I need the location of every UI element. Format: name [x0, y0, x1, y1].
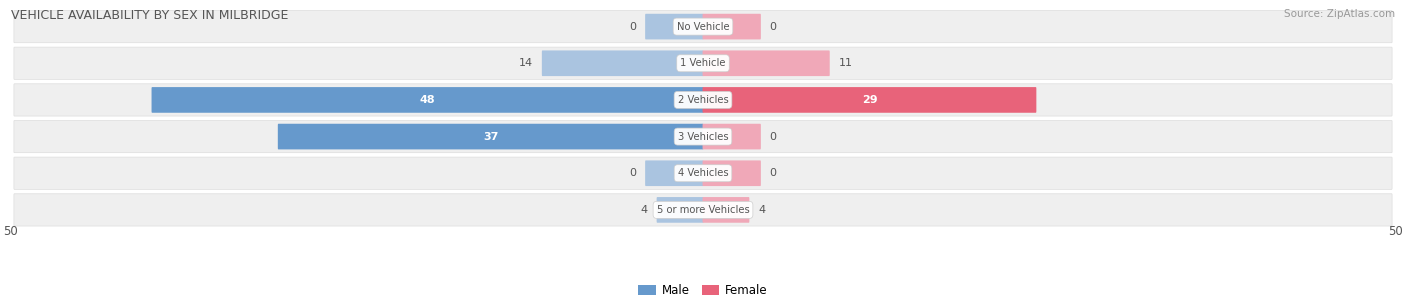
FancyBboxPatch shape [703, 87, 1036, 113]
Text: 29: 29 [862, 95, 877, 105]
Text: Source: ZipAtlas.com: Source: ZipAtlas.com [1284, 9, 1395, 19]
Text: 1 Vehicle: 1 Vehicle [681, 58, 725, 68]
FancyBboxPatch shape [645, 160, 703, 186]
Text: 0: 0 [630, 168, 637, 178]
FancyBboxPatch shape [703, 50, 830, 76]
FancyBboxPatch shape [703, 124, 761, 149]
Text: 0: 0 [769, 168, 776, 178]
Text: 5 or more Vehicles: 5 or more Vehicles [657, 205, 749, 215]
Text: No Vehicle: No Vehicle [676, 22, 730, 32]
Text: 37: 37 [482, 132, 498, 142]
Legend: Male, Female: Male, Female [634, 279, 772, 302]
Text: 4: 4 [758, 205, 765, 215]
Text: 2 Vehicles: 2 Vehicles [678, 95, 728, 105]
Text: 50: 50 [1389, 225, 1403, 238]
FancyBboxPatch shape [703, 197, 749, 223]
FancyBboxPatch shape [703, 14, 761, 39]
FancyBboxPatch shape [645, 14, 703, 39]
FancyBboxPatch shape [14, 194, 1392, 226]
Text: VEHICLE AVAILABILITY BY SEX IN MILBRIDGE: VEHICLE AVAILABILITY BY SEX IN MILBRIDGE [11, 9, 288, 22]
FancyBboxPatch shape [657, 197, 703, 223]
FancyBboxPatch shape [703, 160, 761, 186]
Text: 48: 48 [419, 95, 436, 105]
FancyBboxPatch shape [152, 87, 703, 113]
FancyBboxPatch shape [14, 84, 1392, 116]
Text: 14: 14 [519, 58, 533, 68]
FancyBboxPatch shape [278, 124, 703, 149]
FancyBboxPatch shape [14, 157, 1392, 189]
Text: 50: 50 [3, 225, 17, 238]
FancyBboxPatch shape [14, 121, 1392, 153]
Text: 4: 4 [641, 205, 648, 215]
Text: 4 Vehicles: 4 Vehicles [678, 168, 728, 178]
Text: 0: 0 [769, 22, 776, 32]
Text: 0: 0 [769, 132, 776, 142]
Text: 0: 0 [630, 22, 637, 32]
FancyBboxPatch shape [14, 47, 1392, 79]
FancyBboxPatch shape [14, 10, 1392, 43]
Text: 3 Vehicles: 3 Vehicles [678, 132, 728, 142]
FancyBboxPatch shape [541, 50, 703, 76]
Text: 11: 11 [838, 58, 852, 68]
